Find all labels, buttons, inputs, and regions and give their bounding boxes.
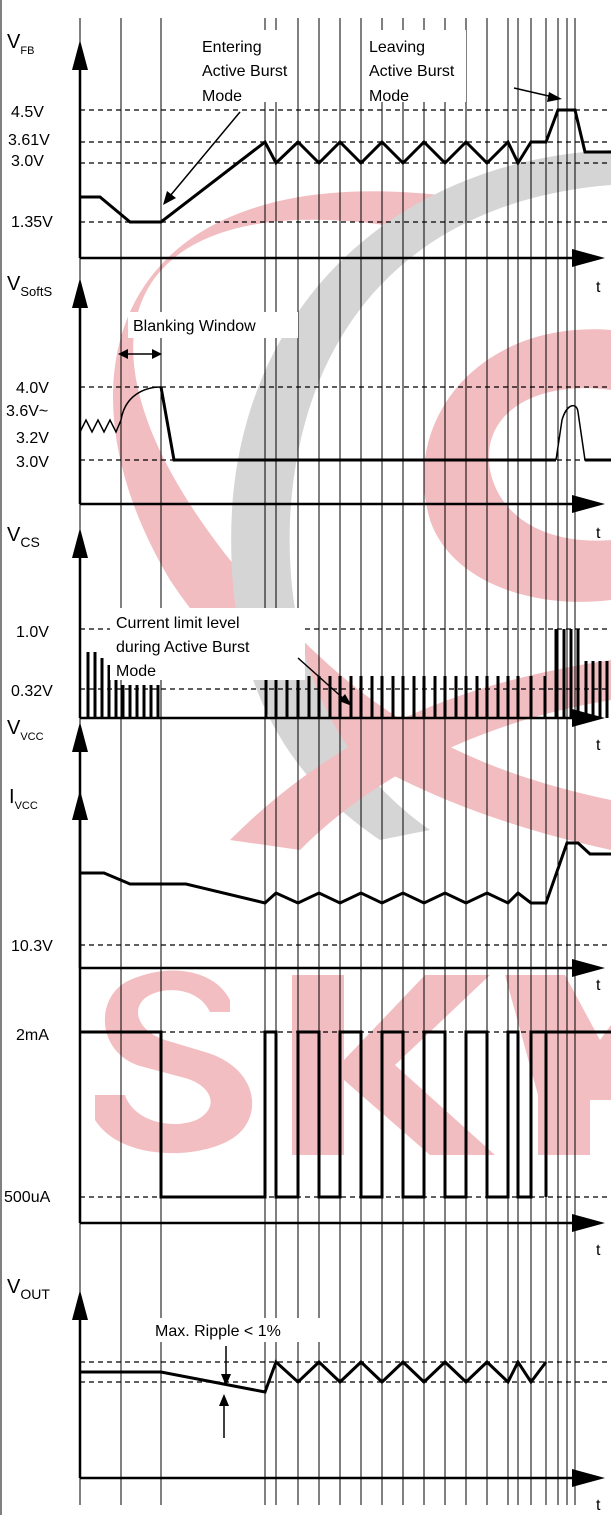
max-ripple-label: Max. Ripple < 1%	[155, 1323, 281, 1340]
time-labels: t t t t t t	[596, 279, 601, 1514]
current-limit-arrow	[297, 657, 346, 701]
vvcc-waveform	[80, 841, 611, 905]
vfb-level-4-5: 4.5V	[11, 104, 44, 121]
entering-line-1: Entering	[202, 39, 262, 56]
vsofts-level-3-6: 3.6V~	[6, 403, 48, 420]
vfb-time-label: t	[596, 279, 601, 296]
current-limit-line-3: Mode	[116, 663, 156, 680]
vsofts-level-3-0: 3.0V	[16, 454, 49, 471]
level-labels: 4.5V 3.61V 3.0V 1.35V 4.0V 3.6V~ 3.2V 3.…	[4, 104, 53, 1206]
vout-label: VOUT	[7, 1276, 50, 1302]
leaving-arrow	[513, 87, 554, 98]
leaving-line-1: Leaving	[369, 39, 425, 56]
panel-labels: VFB VSoftS VCS VVCC IVCC VOUT	[7, 31, 52, 1302]
vsofts-level-4-0: 4.0V	[16, 380, 49, 397]
y-axis-arrowhead	[72, 722, 88, 752]
watermark-letter-s	[95, 970, 253, 1154]
ivcc-level-500ua: 500uA	[4, 1189, 51, 1206]
y-axis-arrowhead	[72, 528, 88, 558]
vsofts-label: VSoftS	[7, 273, 52, 299]
entering-line-3: Mode	[202, 88, 242, 105]
waveforms	[79, 108, 611, 1394]
blanking-window-label: Blanking Window	[133, 318, 256, 335]
vsofts-arc-waveform	[120, 386, 586, 461]
watermark-gray-swoosh	[231, 150, 611, 840]
ivcc-time-label: t	[596, 1242, 601, 1259]
vsofts-ramp-waveform	[79, 418, 122, 434]
vcs-pulses	[86, 629, 609, 718]
entering-line-2: Active Burst	[202, 63, 288, 80]
panel-axes	[72, 40, 605, 1487]
vsofts-waveform	[159, 386, 611, 462]
current-limit-line-2: during Active Burst	[116, 639, 250, 656]
vcs-label: VCS	[7, 524, 40, 550]
vvcc-label: VVCC	[7, 717, 44, 743]
x-axis-arrowhead	[572, 1214, 605, 1232]
vfb-level-3-0: 3.0V	[11, 153, 44, 170]
entering-arrow	[169, 111, 241, 197]
x-axis-arrowhead	[572, 959, 605, 977]
x-axis-arrowhead	[572, 1469, 605, 1487]
vfb-label: VFB	[7, 31, 34, 57]
entering-arrowhead	[163, 191, 176, 205]
vfb-waveform	[80, 108, 611, 224]
ivcc-label: IVCC	[9, 786, 38, 812]
y-axis-arrowhead	[72, 790, 88, 820]
leaving-line-2: Active Burst	[369, 63, 455, 80]
vcs-level-1-0: 1.0V	[16, 624, 49, 641]
vfb-level-1-35: 1.35V	[11, 214, 53, 231]
current-limit-line-1: Current limit level	[116, 615, 240, 632]
watermark-red-ring	[423, 329, 611, 602]
y-axis-arrowhead	[72, 278, 88, 308]
ivcc-waveform	[80, 1030, 611, 1199]
vsofts-level-3-2: 3.2V	[16, 430, 49, 447]
vcs-level-0-32: 0.32V	[11, 683, 53, 700]
vout-time-label: t	[596, 1497, 601, 1514]
vcs-time-label: t	[596, 737, 601, 754]
vvcc-time-label: t	[596, 977, 601, 994]
vsofts-time-label: t	[596, 525, 601, 542]
x-axis-arrowhead	[572, 249, 605, 267]
x-axis-arrowhead	[572, 709, 605, 727]
watermark-red-band	[230, 660, 611, 850]
timing-gridlines	[79, 18, 576, 1505]
vvcc-level-10-3: 10.3V	[11, 938, 53, 955]
y-axis-arrowhead	[72, 1290, 88, 1320]
vfb-level-3-61: 3.61V	[8, 132, 50, 149]
leaving-line-3: Mode	[369, 88, 409, 105]
y-axis-arrowhead	[72, 40, 88, 70]
leaving-arrowhead	[547, 92, 562, 102]
x-axis-arrowhead	[572, 495, 605, 513]
ivcc-level-2ma: 2mA	[16, 1027, 49, 1044]
vout-waveform	[80, 1358, 548, 1394]
annotations: Entering Active Burst Mode Leaving Activ…	[110, 30, 562, 1438]
